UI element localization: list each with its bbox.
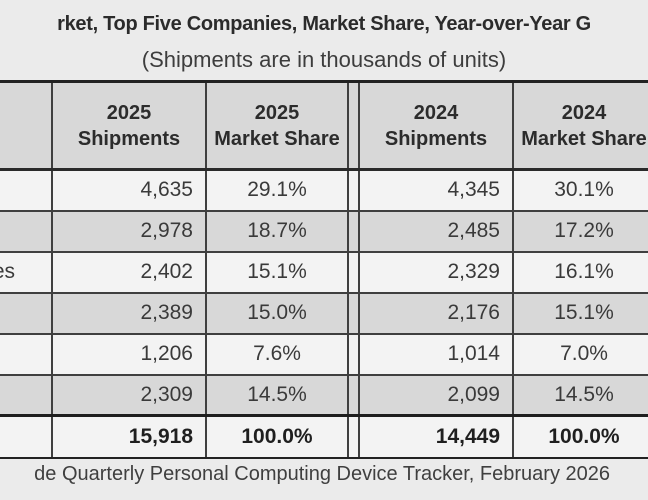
shipments-2024-cell: 2,329 (358, 250, 514, 294)
header-year: 2024 (413, 101, 459, 124)
share-2024-cell: 17.2% (512, 209, 648, 253)
share-2025-total: 100.0% (205, 414, 349, 459)
shipments-2024-total: 14,449 (358, 414, 514, 459)
year-separator (347, 332, 360, 376)
share-2025-cell: 29.1% (205, 168, 349, 212)
header-label: Shipments (77, 127, 181, 150)
header-row: 2025 Shipments 2025 Market Share 2024 Sh… (0, 80, 648, 171)
company-cell (0, 209, 53, 253)
table-row: 2,389 15.0% 2,176 15.1% (0, 291, 648, 335)
share-2025-cell: 14.5% (205, 373, 349, 417)
share-2025-cell: 15.0% (205, 291, 349, 335)
shipments-2025-total: 15,918 (51, 414, 207, 459)
company-cell (0, 414, 53, 459)
title-area: rket, Top Five Companies, Market Share, … (0, 0, 648, 46)
shipments-2024-header: 2024 Shipments (358, 80, 514, 171)
share-2025-cell: 15.1% (205, 250, 349, 294)
shipments-2024-cell: 2,099 (358, 373, 514, 417)
table-row: 2,309 14.5% 2,099 14.5% (0, 373, 648, 417)
company-cell (0, 332, 53, 376)
company-cell: es (0, 250, 53, 294)
year-separator (347, 250, 360, 294)
header-label: Shipments (384, 127, 488, 150)
share-2024-header: 2024 Market Share (512, 80, 648, 171)
table-row: 2,978 18.7% 2,485 17.2% (0, 209, 648, 253)
share-2024-cell: 15.1% (512, 291, 648, 335)
company-cell (0, 373, 53, 417)
year-separator (347, 291, 360, 335)
shipments-2025-header: 2025 Shipments (51, 80, 207, 171)
shipments-2025-cell: 2,309 (51, 373, 207, 417)
year-separator (347, 414, 360, 459)
share-2024-cell: 7.0% (512, 332, 648, 376)
company-column-header (0, 80, 53, 171)
shipments-2024-cell: 2,176 (358, 291, 514, 335)
share-2025-cell: 18.7% (205, 209, 349, 253)
table-row: es 2,402 15.1% 2,329 16.1% (0, 250, 648, 294)
shipments-2025-cell: 2,978 (51, 209, 207, 253)
company-cell (0, 168, 53, 212)
total-row: 15,918 100.0% 14,449 100.0% (0, 414, 648, 459)
share-2024-cell: 30.1% (512, 168, 648, 212)
table-row: 4,635 29.1% 4,345 30.1% (0, 168, 648, 212)
header-year: 2025 (106, 101, 152, 124)
shipments-2025-cell: 4,635 (51, 168, 207, 212)
page-title: rket, Top Five Companies, Market Share, … (57, 13, 591, 35)
year-separator (347, 80, 360, 171)
header-year: 2025 (254, 101, 300, 124)
share-2024-cell: 16.1% (512, 250, 648, 294)
page-subtitle: (Shipments are in thousands of units) (141, 47, 507, 72)
market-share-table: 2025 Shipments 2025 Market Share 2024 Sh… (0, 80, 648, 459)
source-line: de Quarterly Personal Computing Device T… (34, 463, 610, 485)
share-2024-total: 100.0% (512, 414, 648, 459)
source-area: de Quarterly Personal Computing Device T… (0, 458, 648, 498)
share-2025-header: 2025 Market Share (205, 80, 349, 171)
year-separator (347, 373, 360, 417)
shipments-2025-cell: 2,389 (51, 291, 207, 335)
shipments-2024-cell: 1,014 (358, 332, 514, 376)
header-label: Market Share (521, 127, 647, 150)
header-year: 2024 (561, 101, 607, 124)
year-separator (347, 209, 360, 253)
share-2025-cell: 7.6% (205, 332, 349, 376)
company-cell (0, 291, 53, 335)
share-2024-cell: 14.5% (512, 373, 648, 417)
shipments-2024-cell: 2,485 (358, 209, 514, 253)
table-viewport: 2025 Shipments 2025 Market Share 2024 Sh… (0, 80, 648, 459)
table-row: 1,206 7.6% 1,014 7.0% (0, 332, 648, 376)
year-separator (347, 168, 360, 212)
shipments-2024-cell: 4,345 (358, 168, 514, 212)
shipments-2025-cell: 1,206 (51, 332, 207, 376)
header-label: Market Share (214, 127, 340, 150)
shipments-2025-cell: 2,402 (51, 250, 207, 294)
